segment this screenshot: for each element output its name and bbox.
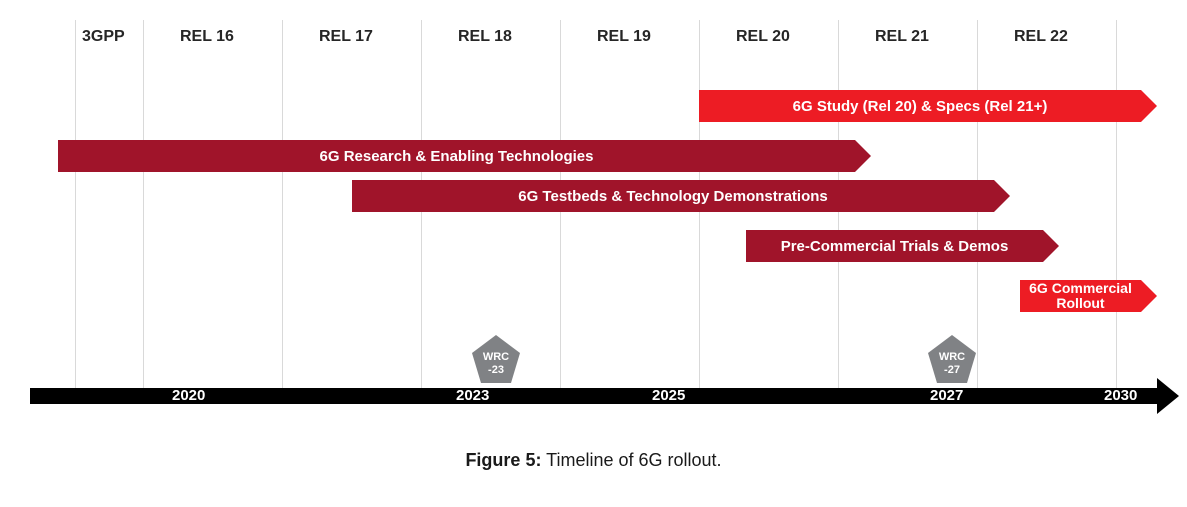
gridline: [75, 20, 76, 388]
bar-testbeds: 6G Testbeds & Technology Demonstrations: [352, 180, 994, 212]
year-label: 2020: [172, 387, 205, 404]
milestone-wrc-23: WRC-23: [471, 334, 521, 384]
bar-label: 6G Research & Enabling Technologies: [320, 148, 594, 165]
release-label: REL 17: [319, 28, 373, 46]
year-label: 2030: [1104, 387, 1137, 404]
release-label: REL 22: [1014, 28, 1068, 46]
time-axis: 2020 2023 2025 2027 2030: [30, 388, 1157, 404]
bar-study-specs: 6G Study (Rel 20) & Specs (Rel 21+): [699, 90, 1141, 122]
bar-label: 6G CommercialRollout: [1029, 281, 1132, 310]
caption-prefix: Figure 5:: [465, 450, 541, 470]
bar-label: Pre-Commercial Trials & Demos: [781, 238, 1009, 255]
milestone-label: WRC-23: [483, 351, 509, 375]
figure-caption: Figure 5: Timeline of 6G rollout.: [30, 450, 1157, 471]
gridline: [1116, 20, 1117, 388]
year-label: 2027: [930, 387, 963, 404]
bar-precommercial: Pre-Commercial Trials & Demos: [746, 230, 1043, 262]
year-label: 2023: [456, 387, 489, 404]
bar-commercial-rollout: 6G CommercialRollout: [1020, 280, 1141, 312]
bar-research: 6G Research & Enabling Technologies: [58, 140, 855, 172]
header-row: 3GPP REL 16 REL 17 REL 18 REL 19 REL 20 REL 21…: [30, 20, 1157, 60]
release-label: REL 20: [736, 28, 790, 46]
release-label: REL 18: [458, 28, 512, 46]
release-label: 3GPP: [82, 28, 125, 46]
release-label: REL 16: [180, 28, 234, 46]
gridline: [143, 20, 144, 388]
release-label: REL 21: [875, 28, 929, 46]
release-label: REL 19: [597, 28, 651, 46]
gridline: [282, 20, 283, 388]
year-label: 2025: [652, 387, 685, 404]
timeline-chart: 3GPP REL 16 REL 17 REL 18 REL 19 REL 20 REL 21…: [30, 20, 1157, 440]
bar-label: 6G Study (Rel 20) & Specs (Rel 21+): [793, 98, 1048, 115]
bar-label: 6G Testbeds & Technology Demonstrations: [518, 188, 828, 205]
milestone-wrc-27: WRC-27: [927, 334, 977, 384]
milestone-label: WRC-27: [939, 351, 965, 375]
caption-text: Timeline of 6G rollout.: [541, 450, 721, 470]
